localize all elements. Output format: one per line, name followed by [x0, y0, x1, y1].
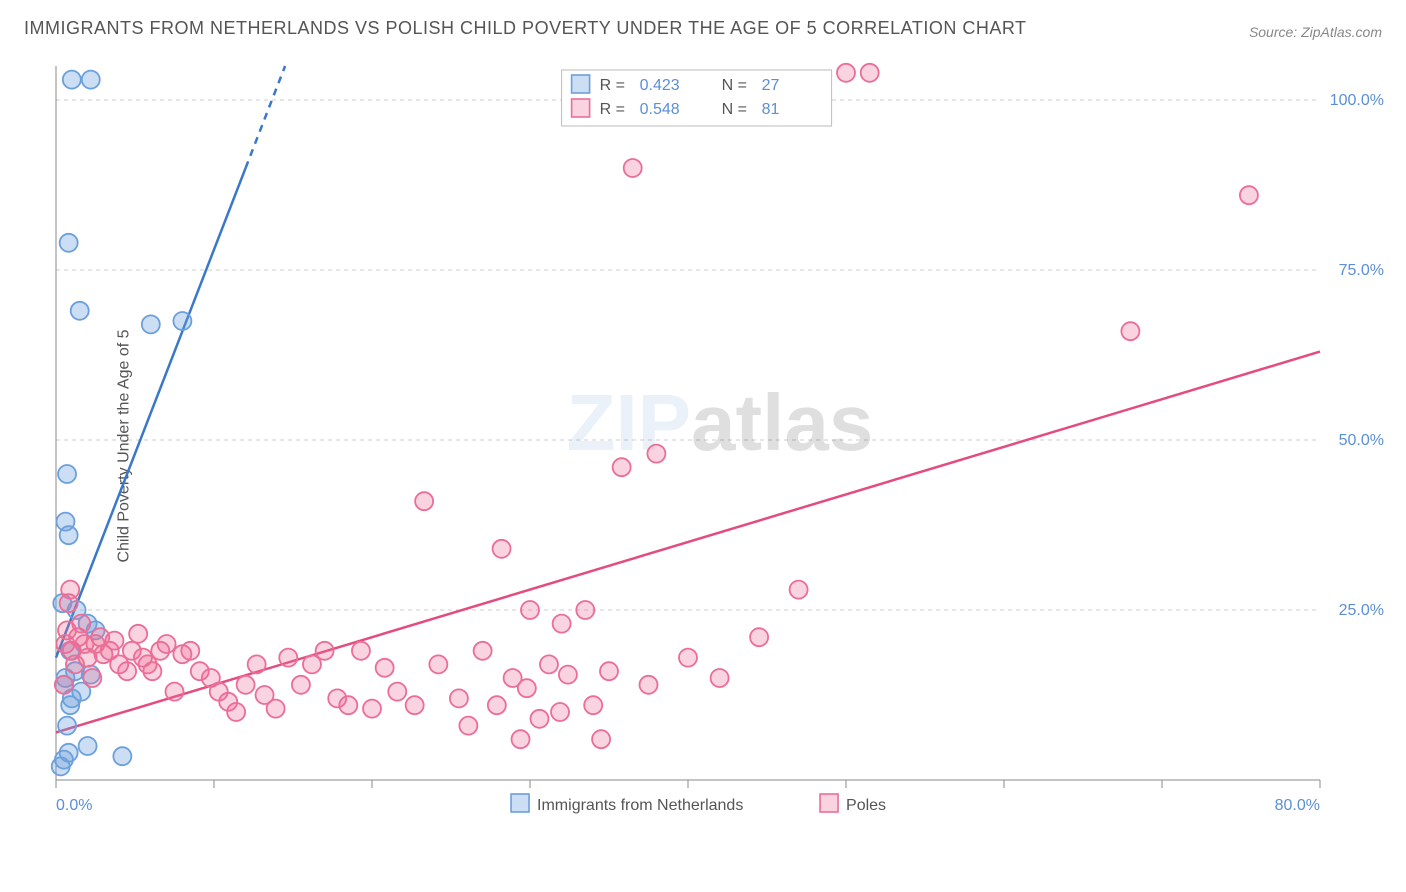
data-point: [861, 64, 879, 82]
data-point: [613, 458, 631, 476]
data-point: [530, 710, 548, 728]
data-point: [83, 669, 101, 687]
data-point: [60, 234, 78, 252]
y-tick-label: 25.0%: [1339, 602, 1384, 619]
data-point: [406, 696, 424, 714]
data-point: [576, 601, 594, 619]
y-tick-label: 100.0%: [1330, 92, 1384, 109]
data-point: [72, 615, 90, 633]
data-point: [129, 625, 147, 643]
data-point: [376, 659, 394, 677]
data-point: [584, 696, 602, 714]
data-point: [79, 737, 97, 755]
data-point: [512, 730, 530, 748]
trend-line-dashed: [246, 66, 286, 168]
data-point: [1240, 186, 1258, 204]
data-point: [459, 717, 477, 735]
data-point: [227, 703, 245, 721]
legend-swatch: [572, 99, 590, 117]
data-point: [60, 744, 78, 762]
data-point: [56, 513, 74, 531]
data-point: [711, 669, 729, 687]
legend-n-value: 81: [762, 101, 780, 118]
y-tick-label: 50.0%: [1339, 432, 1384, 449]
data-point: [352, 642, 370, 660]
data-point: [790, 581, 808, 599]
data-point: [750, 628, 768, 646]
data-point: [1121, 322, 1139, 340]
data-point: [415, 492, 433, 510]
data-point: [600, 662, 618, 680]
data-point: [118, 662, 136, 680]
data-point: [488, 696, 506, 714]
x-tick-label: 80.0%: [1275, 797, 1320, 814]
legend-n-value: 27: [762, 77, 780, 94]
data-point: [142, 315, 160, 333]
data-point: [248, 655, 266, 673]
data-point: [279, 649, 297, 667]
legend-swatch: [572, 75, 590, 93]
data-point: [58, 465, 76, 483]
data-point: [237, 676, 255, 694]
data-point: [82, 71, 100, 89]
legend-r-label: R =: [600, 77, 625, 94]
y-tick-label: 75.0%: [1339, 262, 1384, 279]
data-point: [679, 649, 697, 667]
data-point: [540, 655, 558, 673]
data-point: [429, 655, 447, 673]
legend-r-value: 0.423: [640, 77, 680, 94]
data-point: [267, 700, 285, 718]
data-point: [553, 615, 571, 633]
data-point: [474, 642, 492, 660]
series-label: Immigrants from Netherlands: [537, 797, 743, 814]
data-point: [624, 159, 642, 177]
data-point: [559, 666, 577, 684]
data-point: [63, 71, 81, 89]
data-point: [105, 632, 123, 650]
series-label: Poles: [846, 797, 886, 814]
chart-title: IMMIGRANTS FROM NETHERLANDS VS POLISH CH…: [24, 18, 1027, 39]
data-point: [363, 700, 381, 718]
trend-line: [56, 168, 246, 658]
watermark: ZIPatlas: [567, 378, 874, 467]
correlation-scatter-chart: ZIPatlas 25.0% 50.0% 75.0% 100.0% 0.0% 80.0% R …: [50, 60, 1390, 840]
data-point: [181, 642, 199, 660]
data-point: [316, 642, 334, 660]
data-point: [450, 689, 468, 707]
legend-r-label: R =: [600, 101, 625, 118]
data-point: [339, 696, 357, 714]
data-point: [158, 635, 176, 653]
data-point: [166, 683, 184, 701]
x-tick-label: 0.0%: [56, 797, 92, 814]
legend-r-value: 0.548: [640, 101, 680, 118]
series-swatch: [511, 794, 529, 812]
data-point: [143, 662, 161, 680]
data-point: [71, 302, 89, 320]
data-point: [592, 730, 610, 748]
data-point: [493, 540, 511, 558]
data-point: [58, 717, 76, 735]
source-attribution: Source: ZipAtlas.com: [1249, 24, 1382, 40]
data-point: [640, 676, 658, 694]
data-point: [521, 601, 539, 619]
data-point: [518, 679, 536, 697]
data-point: [55, 676, 73, 694]
data-point: [837, 64, 855, 82]
data-point: [292, 676, 310, 694]
data-point: [647, 445, 665, 463]
series-swatch: [820, 794, 838, 812]
data-point: [551, 703, 569, 721]
data-point: [113, 747, 131, 765]
legend-n-label: N =: [722, 101, 747, 118]
data-point: [173, 312, 191, 330]
data-point: [388, 683, 406, 701]
legend-n-label: N =: [722, 77, 747, 94]
data-point: [61, 581, 79, 599]
